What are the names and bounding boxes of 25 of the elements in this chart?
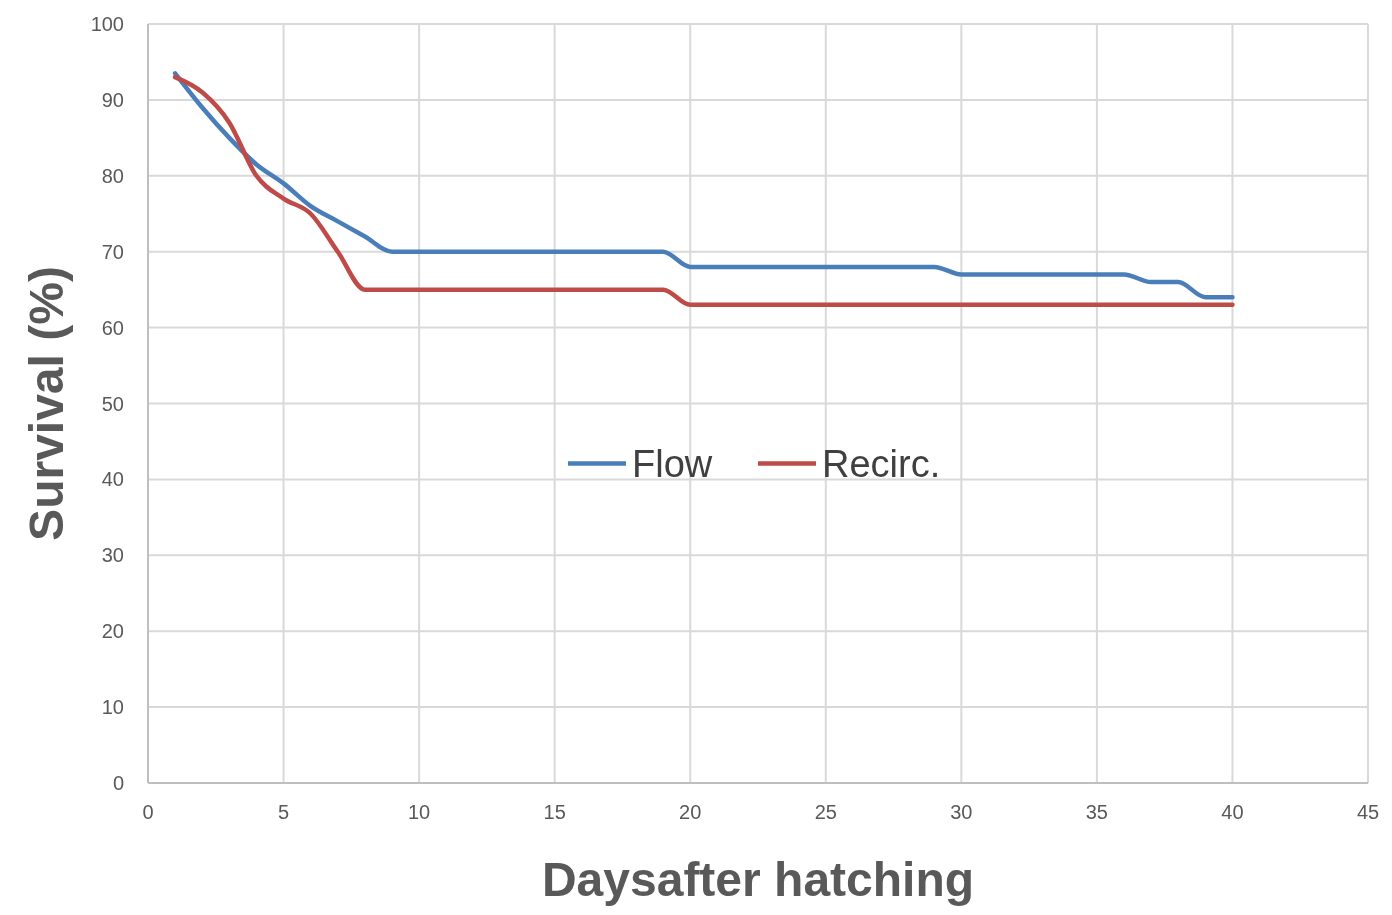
legend-label: Recirc. [822,442,941,485]
legend-label: Flow [632,442,713,485]
y-tick-label: 20 [101,620,124,643]
y-tick-label: 0 [112,772,124,794]
y-tick-label: 70 [101,240,124,263]
x-tick-label: 30 [950,801,973,823]
y-tick-label: 40 [101,468,124,491]
x-tick-label: 35 [1085,801,1109,823]
y-tick-label: 30 [101,544,124,567]
y-axis-title: Survival (%) [20,266,73,541]
y-tick-label: 80 [101,164,124,187]
x-tick-label: 0 [142,801,154,823]
x-tick-label: 10 [407,801,431,823]
x-tick-label: 45 [1356,801,1380,823]
y-tick-label: 90 [101,88,124,111]
x-tick-label: 5 [277,801,290,823]
y-tick-label: 50 [101,392,124,415]
y-tick-label: 60 [101,316,124,339]
y-tick-label: 10 [101,696,124,719]
x-tick-label: 15 [543,801,566,823]
y-tick-label: 100 [90,13,124,35]
x-tick-label: 40 [1221,801,1244,823]
x-tick-label: 25 [814,801,837,823]
x-tick-label: 20 [679,801,702,823]
x-axis-title: Daysafter hatching [541,853,975,906]
